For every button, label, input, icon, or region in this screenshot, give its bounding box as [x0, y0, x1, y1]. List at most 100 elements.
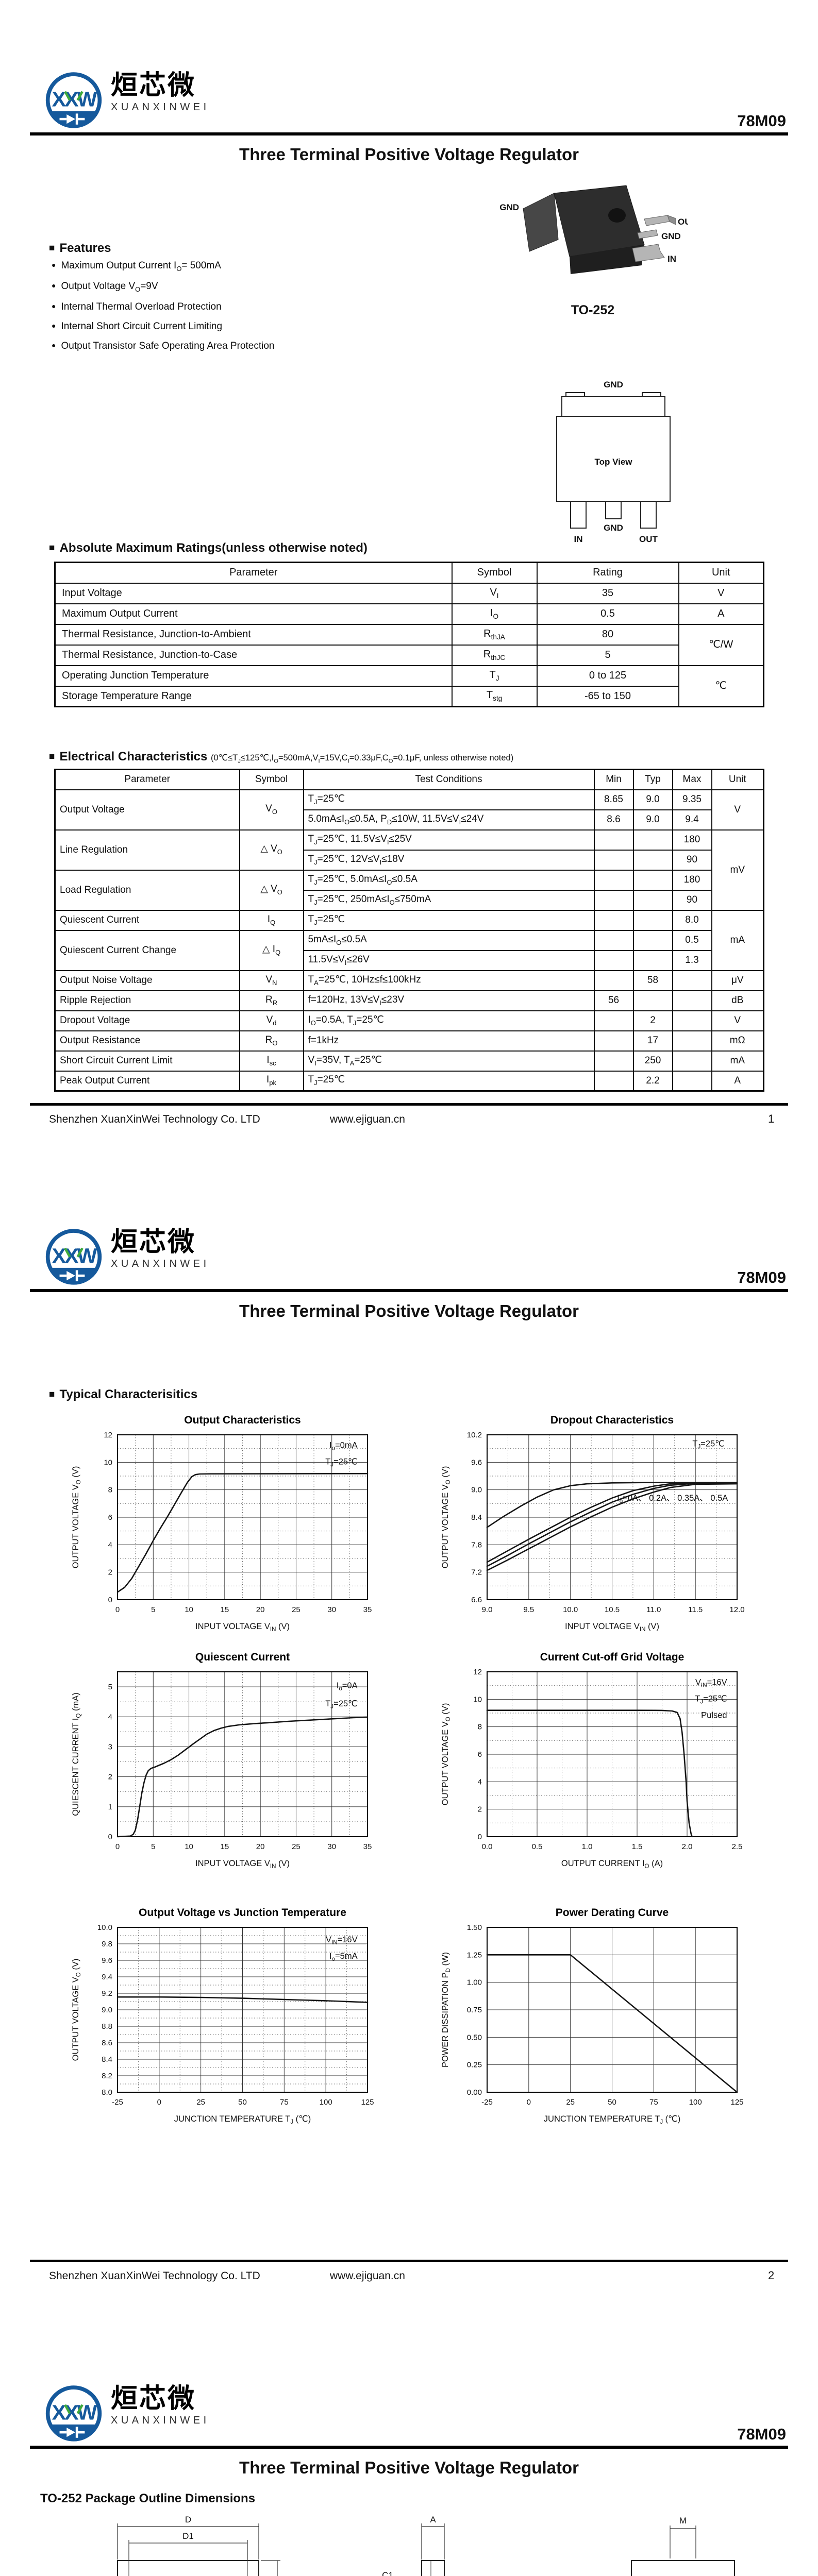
cell: TJ=25℃, 5.0mA≤IO≤0.5A [303, 869, 595, 891]
table-row: 5.0mA≤IO≤0.5A, PD≤10W, 11.5V≤VI≤24V 8.6 9.… [55, 809, 764, 831]
cell: TJ=25℃, 12V≤VI≤18V [303, 849, 595, 871]
svg-text:11.5: 11.5 [688, 1605, 703, 1614]
svg-text:100: 100 [320, 2098, 332, 2107]
bullet-icon: ● [52, 341, 56, 349]
svg-text:12.0: 12.0 [729, 1605, 744, 1614]
cell [672, 1030, 712, 1052]
svg-text:1.25: 1.25 [467, 1951, 482, 1959]
cell: RthJA [451, 623, 538, 646]
table-row: Output Noise Voltage VN TA=25℃, 10Hz≤f≤100… [54, 970, 764, 991]
package-name: TO-252 [571, 303, 615, 317]
company-logo: XXW 烜芯微 XUANXINWEI [44, 71, 210, 131]
cell: 17 [632, 1030, 673, 1052]
svg-text:0.00: 0.00 [467, 2088, 482, 2097]
svg-text:20: 20 [256, 1605, 265, 1614]
document-title: Three Terminal Positive Voltage Regulato… [239, 2458, 579, 2477]
svg-text:25: 25 [292, 1605, 301, 1614]
svg-text:-25: -25 [112, 2098, 123, 2107]
svg-text:35: 35 [363, 1605, 372, 1614]
svg-text:OUTPUT VOLTAGE VO (V): OUTPUT VOLTAGE VO (V) [441, 1703, 452, 1806]
cell: Quiescent Current Change [54, 929, 240, 971]
cell [632, 869, 673, 891]
header-cell: Min [593, 769, 634, 790]
logo-monogram: XXW [52, 88, 97, 111]
cell [593, 869, 634, 891]
svg-text:1.50: 1.50 [467, 1923, 482, 1932]
svg-text:8.2: 8.2 [102, 2072, 112, 2080]
feature-item: ● Output Transistor Safe Operating Area P… [52, 340, 275, 351]
package-3d-image: GND OUT GND IN [499, 185, 688, 274]
cell: 5 [536, 644, 679, 666]
svg-text:1: 1 [108, 1803, 112, 1811]
svg-text:0.50: 0.50 [467, 2033, 482, 2042]
cell [632, 909, 673, 931]
svg-text:Io=5mA: Io=5mA [329, 1952, 358, 1962]
logo-mark-icon: XXW [45, 1229, 102, 1285]
svg-text:0: 0 [157, 2098, 161, 2107]
svg-text:0: 0 [108, 1833, 112, 1841]
cell: V [711, 1010, 764, 1031]
cell: TJ=25℃, 11.5V≤VI≤25V [303, 829, 595, 851]
svg-text:POWER DISSIPATION PD (W): POWER DISSIPATION PD (W) [441, 1952, 452, 2067]
cell: IQ [239, 909, 304, 931]
cell: Output Voltage [54, 789, 240, 831]
cell [593, 1070, 634, 1092]
cell: f=1kHz [303, 1030, 595, 1052]
svg-text:0: 0 [527, 2098, 531, 2107]
cell [672, 1010, 712, 1031]
svg-text:0: 0 [478, 1833, 482, 1841]
svg-text:Io=0A、 0.2A、 0.35A、 0.5A: Io=0A、 0.2A、 0.35A、 0.5A [617, 1494, 728, 1504]
package-outline-back-view: M [631, 2516, 735, 2576]
cell [672, 970, 712, 991]
svg-text:10: 10 [473, 1695, 482, 1704]
svg-text:Current Cut-off Grid Voltage: Current Cut-off Grid Voltage [540, 1651, 685, 1663]
bullet-icon: ● [52, 281, 56, 290]
pin-label-gnd: GND [661, 231, 681, 241]
cell: 9.0 [632, 809, 673, 831]
bullet-icon: ● [52, 261, 56, 269]
cell: △ VO [239, 829, 304, 871]
feature-item: ● Output Voltage VO=9V [52, 280, 158, 293]
table-row: Input Voltage VI 35 V [54, 582, 764, 604]
cell: Operating Junction Temperature [54, 665, 453, 687]
svg-text:5: 5 [151, 1605, 155, 1614]
part-number: 78M09 [737, 1268, 786, 1286]
cell: 5mA≤IO≤0.5A [303, 929, 595, 951]
chart-current-cutoff-grid-voltage: 0.0 0.5 1.0 1.5 2.0 2.5 0 2 4 6 8 10 12 Current Cut-o… [441, 1651, 742, 1870]
svg-text:9.6: 9.6 [471, 1458, 482, 1467]
dim-label-C1: C1 [382, 2570, 393, 2576]
svg-text:9.2: 9.2 [102, 1989, 112, 1998]
table-row: Peak Output Current Ipk TJ=25℃ 2.2 A [54, 1070, 764, 1092]
cell: Ripple Rejection [54, 990, 240, 1011]
svg-text:9.6: 9.6 [102, 1956, 112, 1965]
svg-text:9.5: 9.5 [523, 1605, 534, 1614]
svg-text:VIN=16V: VIN=16V [695, 1678, 727, 1689]
section-marker: ■ [49, 1389, 55, 1400]
svg-text:12: 12 [104, 1431, 112, 1439]
chart-dropout-characteristics: 9.0 9.5 10.0 10.5 11.0 11.5 12.0 6.6 7.2 7.8 8.4 9.… [441, 1414, 745, 1633]
svg-text:1.0: 1.0 [582, 1842, 593, 1851]
cell: 35 [536, 582, 679, 604]
svg-text:25: 25 [196, 2098, 205, 2107]
svg-text:30: 30 [327, 1842, 336, 1851]
cell: TJ=25℃, 250mA≤IO≤750mA [303, 889, 595, 911]
cell: Vd [239, 1010, 304, 1031]
table-row: TJ=25℃, 250mA≤IO≤750mA 90 [55, 889, 764, 911]
svg-text:Quiescent Current: Quiescent Current [195, 1651, 290, 1663]
document-title: Three Terminal Positive Voltage Regulato… [239, 145, 579, 164]
table-row: 11.5V≤VI≤26V 1.3 [55, 950, 764, 971]
table-row: Parameter Symbol Test Conditions Min Typ Max U… [54, 769, 764, 790]
svg-text:XXW: XXW [52, 1244, 97, 1268]
logo-english-name: XUANXINWEI [111, 1258, 210, 1270]
feature-item: ● Internal Short Circuit Current Limiting [52, 320, 223, 332]
svg-text:Io=0A: Io=0A [337, 1681, 358, 1692]
features-list: ● Maximum Output Current IO= 500mA ● Outpu… [52, 260, 274, 360]
top-view-tab-label: GND [604, 380, 623, 389]
table-row: Operating Junction Temperature TJ 0 to 125… [54, 665, 764, 707]
svg-text:0.0: 0.0 [482, 1842, 493, 1851]
svg-text:9.0: 9.0 [471, 1486, 482, 1495]
header-cell: Rating [536, 562, 679, 584]
svg-text:6.6: 6.6 [471, 1596, 482, 1604]
header-cell: Parameter [54, 562, 453, 584]
svg-text:Output Voltage vs Junction Tem: Output Voltage vs Junction Temperature [139, 1907, 346, 1919]
